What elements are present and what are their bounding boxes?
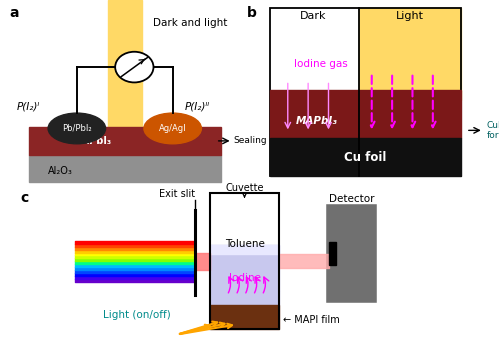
Text: P(I₂)ᴵ: P(I₂)ᴵ <box>17 101 40 111</box>
Text: Pb/PbI₂: Pb/PbI₂ <box>62 124 92 133</box>
Bar <box>210 245 279 255</box>
Bar <box>270 138 461 176</box>
Bar <box>359 8 461 100</box>
Text: ← MAPI film: ← MAPI film <box>283 315 340 325</box>
Text: Cuvette: Cuvette <box>225 184 264 193</box>
Text: Dark: Dark <box>300 11 326 21</box>
Circle shape <box>115 52 154 82</box>
Text: Iodine: Iodine <box>229 273 260 283</box>
Bar <box>210 245 279 291</box>
Bar <box>329 207 374 300</box>
Ellipse shape <box>48 113 106 144</box>
Text: Sealing: Sealing <box>234 136 267 146</box>
Text: Light: Light <box>396 11 424 21</box>
Text: Cu foil: Cu foil <box>344 151 387 164</box>
Text: Detector: Detector <box>329 193 375 204</box>
Text: Al₂O₃: Al₂O₃ <box>48 166 73 176</box>
Bar <box>108 0 142 138</box>
Bar <box>210 193 279 245</box>
Text: MAPbI₃: MAPbI₃ <box>72 136 111 146</box>
Bar <box>329 207 374 300</box>
Bar <box>29 155 221 182</box>
Bar <box>210 193 279 329</box>
Text: Ag/AgI: Ag/AgI <box>159 124 187 133</box>
Bar <box>329 242 335 265</box>
Bar <box>210 305 279 329</box>
Text: Toluene: Toluene <box>225 239 264 249</box>
Text: CuI
formation: CuI formation <box>486 121 499 140</box>
Text: Exit slit: Exit slit <box>159 189 195 198</box>
Text: a: a <box>10 6 19 20</box>
Bar <box>210 291 279 305</box>
Text: b: b <box>247 6 257 20</box>
Text: Iodine gas: Iodine gas <box>294 59 348 69</box>
Bar <box>29 126 221 155</box>
Text: c: c <box>20 191 28 206</box>
Bar <box>270 8 461 176</box>
Text: Dark and light: Dark and light <box>154 18 228 28</box>
Text: Light (on/off): Light (on/off) <box>103 310 171 320</box>
Text: P(I₂)ᴵᴵ: P(I₂)ᴵᴵ <box>185 101 210 111</box>
Text: MAPbI₃: MAPbI₃ <box>295 116 337 126</box>
Bar <box>270 90 461 138</box>
Ellipse shape <box>144 113 202 144</box>
